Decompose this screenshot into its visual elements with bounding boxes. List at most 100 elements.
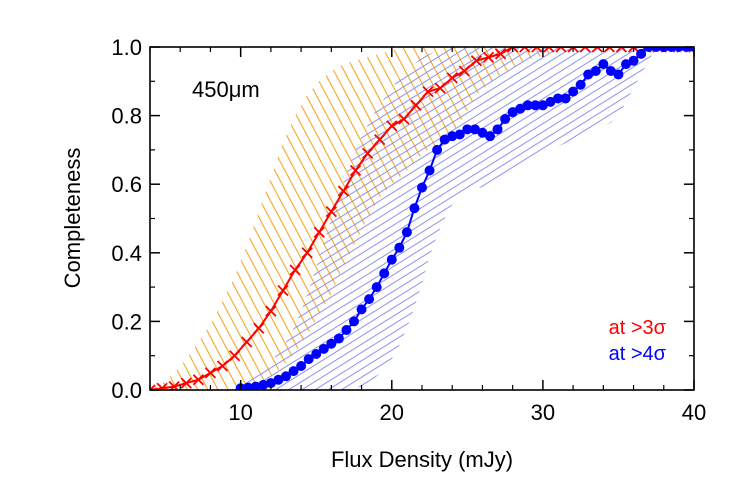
data-point bbox=[288, 366, 299, 377]
data-point bbox=[204, 367, 217, 379]
data-point bbox=[303, 354, 314, 365]
data-point bbox=[543, 47, 555, 53]
data-point bbox=[337, 185, 350, 197]
y-axis-title: Completeness bbox=[60, 148, 85, 289]
uncertainty-bands bbox=[150, 47, 694, 390]
data-point bbox=[156, 382, 168, 390]
annotation-wavelength: 450μm bbox=[192, 77, 260, 102]
data-point bbox=[432, 144, 443, 155]
data-point bbox=[371, 282, 382, 293]
data-point bbox=[530, 100, 541, 111]
data-point bbox=[636, 48, 647, 59]
data-point bbox=[241, 336, 253, 348]
data-point bbox=[273, 374, 284, 385]
data-point bbox=[250, 381, 261, 390]
data-point bbox=[325, 206, 337, 218]
data-point bbox=[477, 127, 488, 138]
uncertainty-band-series-2 bbox=[240, 47, 694, 390]
y-tick-label: 0.6 bbox=[111, 172, 142, 197]
data-point bbox=[500, 114, 511, 125]
axis-ticks: 10 20 30 40 0.0 0.2 0.4 0.6 0.8 1.0 bbox=[111, 35, 706, 425]
data-point bbox=[326, 338, 337, 349]
data-point bbox=[265, 305, 277, 317]
data-point bbox=[560, 93, 571, 104]
data-point bbox=[313, 226, 325, 238]
x-tick-label: 30 bbox=[531, 400, 555, 425]
data-point bbox=[258, 379, 269, 390]
data-point bbox=[458, 65, 470, 77]
data-point bbox=[522, 100, 533, 111]
data-point bbox=[545, 96, 556, 107]
data-point bbox=[621, 59, 631, 70]
x-tick-label: 10 bbox=[228, 400, 252, 425]
legend-entry-4sigma: at >4σ bbox=[609, 343, 667, 365]
data-point bbox=[583, 69, 594, 80]
data-point bbox=[507, 47, 519, 53]
data-point bbox=[253, 322, 265, 334]
data-point bbox=[485, 131, 495, 142]
data-point bbox=[228, 350, 241, 362]
data-point bbox=[417, 182, 427, 193]
data-point bbox=[289, 264, 301, 276]
y-tick-label: 0.8 bbox=[111, 104, 142, 129]
data-point bbox=[627, 47, 640, 53]
data-point bbox=[386, 120, 398, 132]
y-tick-label: 0.0 bbox=[111, 378, 142, 403]
data-point bbox=[386, 254, 397, 265]
data-point bbox=[150, 384, 156, 390]
data-point bbox=[361, 147, 374, 159]
data-point bbox=[555, 47, 567, 53]
data-point bbox=[410, 99, 422, 111]
data-point bbox=[567, 47, 579, 53]
data-point bbox=[591, 47, 603, 53]
data-point bbox=[519, 47, 531, 53]
data-point bbox=[681, 47, 692, 52]
data-point bbox=[398, 113, 410, 125]
data-point bbox=[462, 124, 473, 135]
series-line-1 bbox=[150, 47, 694, 390]
data-point bbox=[281, 371, 291, 382]
data-point bbox=[333, 333, 344, 344]
x-axis-title: Flux Density (mJy) bbox=[331, 447, 513, 472]
data-point bbox=[409, 203, 420, 214]
data-point bbox=[374, 133, 386, 146]
data-point bbox=[553, 93, 563, 104]
data-point bbox=[434, 82, 446, 94]
data-point bbox=[277, 284, 289, 297]
data-point bbox=[356, 304, 367, 315]
data-point bbox=[603, 47, 616, 53]
data-point bbox=[651, 47, 662, 52]
data-point bbox=[575, 79, 586, 90]
data-point bbox=[515, 103, 526, 114]
data-point bbox=[531, 47, 543, 53]
data-point bbox=[439, 134, 450, 145]
data-point bbox=[349, 316, 359, 327]
data-point bbox=[568, 86, 579, 97]
data-point bbox=[689, 47, 694, 52]
data-point bbox=[666, 47, 677, 52]
data-point bbox=[341, 324, 352, 335]
series-layer bbox=[150, 47, 694, 390]
uncertainty-band-series-1 bbox=[150, 47, 694, 390]
data-point bbox=[180, 377, 192, 389]
data-point bbox=[424, 165, 435, 176]
x-tick-label: 40 bbox=[682, 400, 706, 425]
data-point bbox=[447, 131, 458, 142]
data-point bbox=[401, 227, 412, 238]
data-point bbox=[216, 360, 229, 372]
data-point bbox=[605, 66, 616, 77]
data-point bbox=[615, 47, 628, 53]
data-point bbox=[379, 268, 390, 279]
data-point bbox=[537, 100, 548, 111]
data-point bbox=[579, 47, 591, 53]
data-point bbox=[598, 59, 609, 70]
data-point bbox=[492, 124, 503, 135]
data-point bbox=[628, 55, 639, 66]
data-point bbox=[494, 48, 507, 60]
y-tick-label: 1.0 bbox=[111, 35, 142, 60]
data-point bbox=[470, 55, 483, 67]
data-point bbox=[454, 129, 465, 140]
data-point bbox=[446, 72, 458, 84]
data-point bbox=[422, 85, 434, 98]
